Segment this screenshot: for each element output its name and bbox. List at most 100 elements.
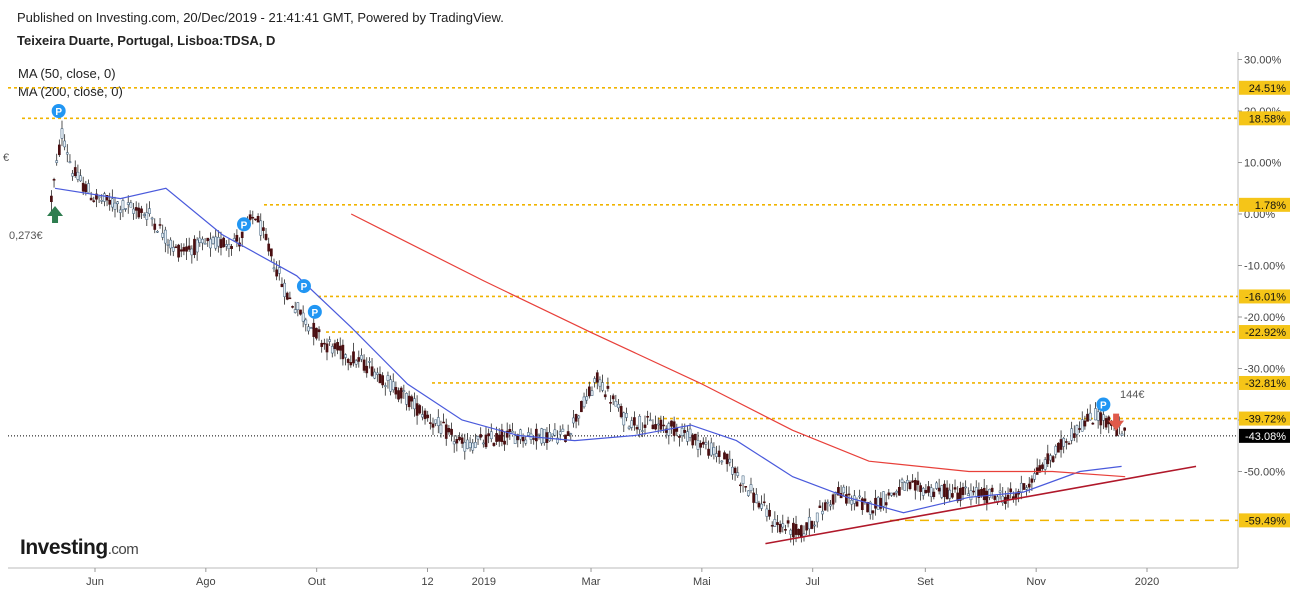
candle-body xyxy=(254,218,257,221)
candle-body xyxy=(1051,456,1055,463)
candle-body xyxy=(980,488,983,496)
candle-body xyxy=(500,429,504,442)
candle-body xyxy=(219,239,223,249)
candle-body xyxy=(951,493,954,498)
candle-body xyxy=(513,435,517,444)
candle-body xyxy=(945,487,949,500)
candle-body xyxy=(79,175,82,182)
x-tick-label: Ago xyxy=(196,576,216,588)
candle-body xyxy=(601,382,604,391)
candle-body xyxy=(118,209,122,213)
candle-body xyxy=(397,390,400,400)
candle-body xyxy=(277,267,281,274)
candle-body xyxy=(283,282,286,297)
candle-body xyxy=(1030,478,1034,483)
candle-body xyxy=(57,144,61,156)
candle-body xyxy=(593,378,596,383)
level-label: -39.72% xyxy=(1245,414,1286,426)
candle-body xyxy=(900,479,904,483)
candle-body xyxy=(876,497,880,510)
candle-body xyxy=(1080,419,1084,432)
candle-body xyxy=(368,361,371,363)
level-label-box xyxy=(1239,411,1290,426)
candle-body xyxy=(1091,422,1095,425)
candle-body xyxy=(222,237,225,248)
candle-body xyxy=(739,484,742,487)
candle-body xyxy=(296,302,300,310)
candle-body xyxy=(1064,441,1068,443)
pivot-marker-circle xyxy=(296,279,311,294)
level-label: -22.92% xyxy=(1245,327,1286,339)
candle-body xyxy=(365,365,369,374)
candle-body xyxy=(969,490,973,501)
candle-body xyxy=(50,195,53,203)
candle-body xyxy=(312,322,316,337)
candle-body xyxy=(185,246,188,252)
candle-body xyxy=(810,520,814,529)
candle-body xyxy=(1075,425,1079,435)
candle-body xyxy=(285,292,289,300)
candle-body xyxy=(566,431,570,437)
candle-body xyxy=(731,466,734,475)
candle-body xyxy=(304,319,308,325)
level-label-box xyxy=(1239,375,1290,390)
candle-body xyxy=(126,202,130,205)
candle-body xyxy=(81,182,85,192)
candle-body xyxy=(940,485,944,498)
candle-body xyxy=(113,202,117,210)
candle-body xyxy=(418,405,422,414)
investing-logo: Investing.com xyxy=(20,536,139,559)
candle-body xyxy=(561,428,565,432)
pivot-marker-circle xyxy=(51,104,66,118)
candle-body xyxy=(275,269,278,277)
candle-body xyxy=(799,525,803,538)
current-label-box xyxy=(1239,428,1290,443)
candle-body xyxy=(990,487,994,492)
candle-body xyxy=(137,207,141,218)
candle-body xyxy=(415,403,419,416)
candle-body xyxy=(206,237,210,242)
candle-body xyxy=(741,475,745,485)
candle-body xyxy=(402,390,406,392)
candle-body xyxy=(201,238,204,244)
candle-body xyxy=(330,346,334,354)
candle-body xyxy=(1033,473,1036,480)
candle-body xyxy=(633,417,636,426)
candle-body xyxy=(847,493,851,496)
candle-body xyxy=(474,442,477,448)
candle-body xyxy=(450,428,453,435)
candle-body xyxy=(720,460,724,463)
candle-body xyxy=(508,428,512,432)
candle-body xyxy=(850,499,854,505)
candle-body xyxy=(574,414,578,422)
candle-body xyxy=(503,440,506,445)
ma200-line xyxy=(350,213,1126,478)
candle-body xyxy=(479,434,483,438)
candle-body xyxy=(505,430,509,438)
candle-body xyxy=(768,509,771,517)
candle-body xyxy=(749,484,753,491)
candle-body xyxy=(879,497,883,509)
y-tick-label: -10.00% xyxy=(1244,261,1285,273)
candle-body xyxy=(1001,495,1005,504)
candle-body xyxy=(815,512,819,523)
candle-body xyxy=(100,200,104,202)
candle-body xyxy=(240,231,244,239)
candle-body xyxy=(89,197,93,201)
candle-body xyxy=(251,216,255,219)
candle-body xyxy=(1054,446,1058,455)
candle-body xyxy=(762,501,766,504)
candle-body xyxy=(659,419,663,430)
candle-body xyxy=(145,212,149,220)
x-tick-label: 12 xyxy=(421,576,433,588)
candle-body xyxy=(736,472,740,476)
candle-body xyxy=(688,428,692,438)
candle-body xyxy=(476,436,480,440)
candle-body xyxy=(683,430,687,433)
pivot-marker-label: P xyxy=(241,220,248,231)
candle-body xyxy=(696,440,700,450)
candle-body xyxy=(489,431,493,439)
candle-body xyxy=(1022,483,1026,490)
candle-body xyxy=(882,491,885,507)
